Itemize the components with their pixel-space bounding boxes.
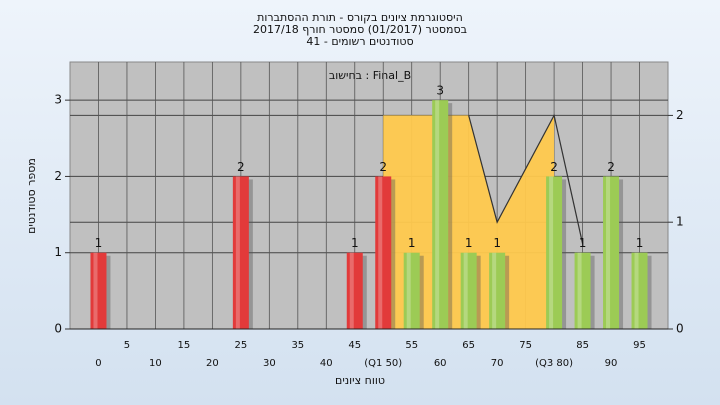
annotation: בחישוב : Final_B [329, 69, 411, 82]
title: היסטוגרמת ציונים בקורס - תורת ההסתברות [257, 11, 463, 24]
x-tick-label: 25 [234, 340, 247, 351]
x-tick-label: 35 [291, 340, 304, 351]
bar [432, 100, 449, 330]
x-tick-label: 70 [491, 358, 504, 369]
bar [375, 176, 392, 329]
x-tick-label: 30 [263, 358, 276, 369]
y-axis-label: מספר סטודנטים [25, 158, 38, 234]
bar [403, 252, 420, 329]
y2-tick-label: 1 [676, 215, 684, 229]
x-tick-label: 20 [206, 358, 219, 369]
data-label: 2 [237, 160, 245, 174]
bar [546, 176, 563, 329]
bar-highlight [606, 176, 611, 329]
data-label: 1 [95, 236, 103, 250]
data-label: 2 [379, 160, 387, 174]
bar-highlight [349, 252, 354, 329]
x-tick-label: 95 [633, 340, 646, 351]
title: בסמסטר (01/2017) סמסטר חורף 2017/18 [253, 23, 467, 36]
x-tick-label: 85 [576, 340, 589, 351]
x-tick-label: 60 [434, 358, 447, 369]
data-label: 3 [436, 84, 444, 98]
x-tick-label: (Q3 80) [535, 358, 573, 369]
y-tick-label: 3 [54, 93, 62, 107]
bar-highlight [435, 100, 440, 330]
data-label: 2 [607, 160, 615, 174]
data-label: 1 [408, 236, 416, 250]
x-tick-label: 40 [320, 358, 333, 369]
bar-highlight [93, 252, 98, 329]
bar-highlight [577, 252, 582, 329]
x-tick-label: 0 [95, 358, 101, 369]
x-tick-label: 10 [149, 358, 162, 369]
y-tick-label: 2 [54, 169, 62, 183]
data-label: 1 [351, 236, 359, 250]
bar [574, 252, 591, 329]
x-axis-label: טווח ציונים [335, 374, 385, 387]
bar [460, 252, 477, 329]
bar-highlight [235, 176, 240, 329]
bar [603, 176, 620, 329]
y-tick-label: 1 [54, 245, 62, 259]
line [468, 113, 584, 244]
area [383, 115, 555, 330]
bar [90, 252, 107, 329]
bar-highlight [406, 252, 411, 329]
bar-highlight [634, 252, 639, 329]
bar-highlight [463, 252, 468, 329]
data-label: 2 [550, 160, 558, 174]
title: סטודנטים רשומים - 41 [306, 35, 413, 48]
bar-highlight [378, 176, 383, 329]
bar-highlight [549, 176, 554, 329]
x-tick-label: 65 [462, 340, 475, 351]
x-tick-label: 55 [405, 340, 418, 351]
bar [489, 252, 506, 329]
x-tick-label: 75 [519, 340, 532, 351]
bar [232, 176, 249, 329]
x-tick-label: 5 [124, 340, 130, 351]
bar [346, 252, 363, 329]
x-tick-label: (Q1 50) [364, 358, 402, 369]
data-label: 1 [493, 236, 501, 250]
y-tick-label: 0 [54, 322, 62, 336]
data-label: 1 [636, 236, 644, 250]
x-tick-label: 15 [178, 340, 191, 351]
data-label: 1 [465, 236, 473, 250]
bar [631, 252, 648, 329]
x-tick-label: 45 [348, 340, 361, 351]
y2-tick-label: 2 [676, 108, 684, 122]
x-tick-label: 90 [605, 358, 618, 369]
data-label: 1 [579, 236, 587, 250]
plot-area [69, 61, 669, 330]
bar-highlight [492, 252, 497, 329]
y2-tick-label: 0 [676, 322, 684, 336]
